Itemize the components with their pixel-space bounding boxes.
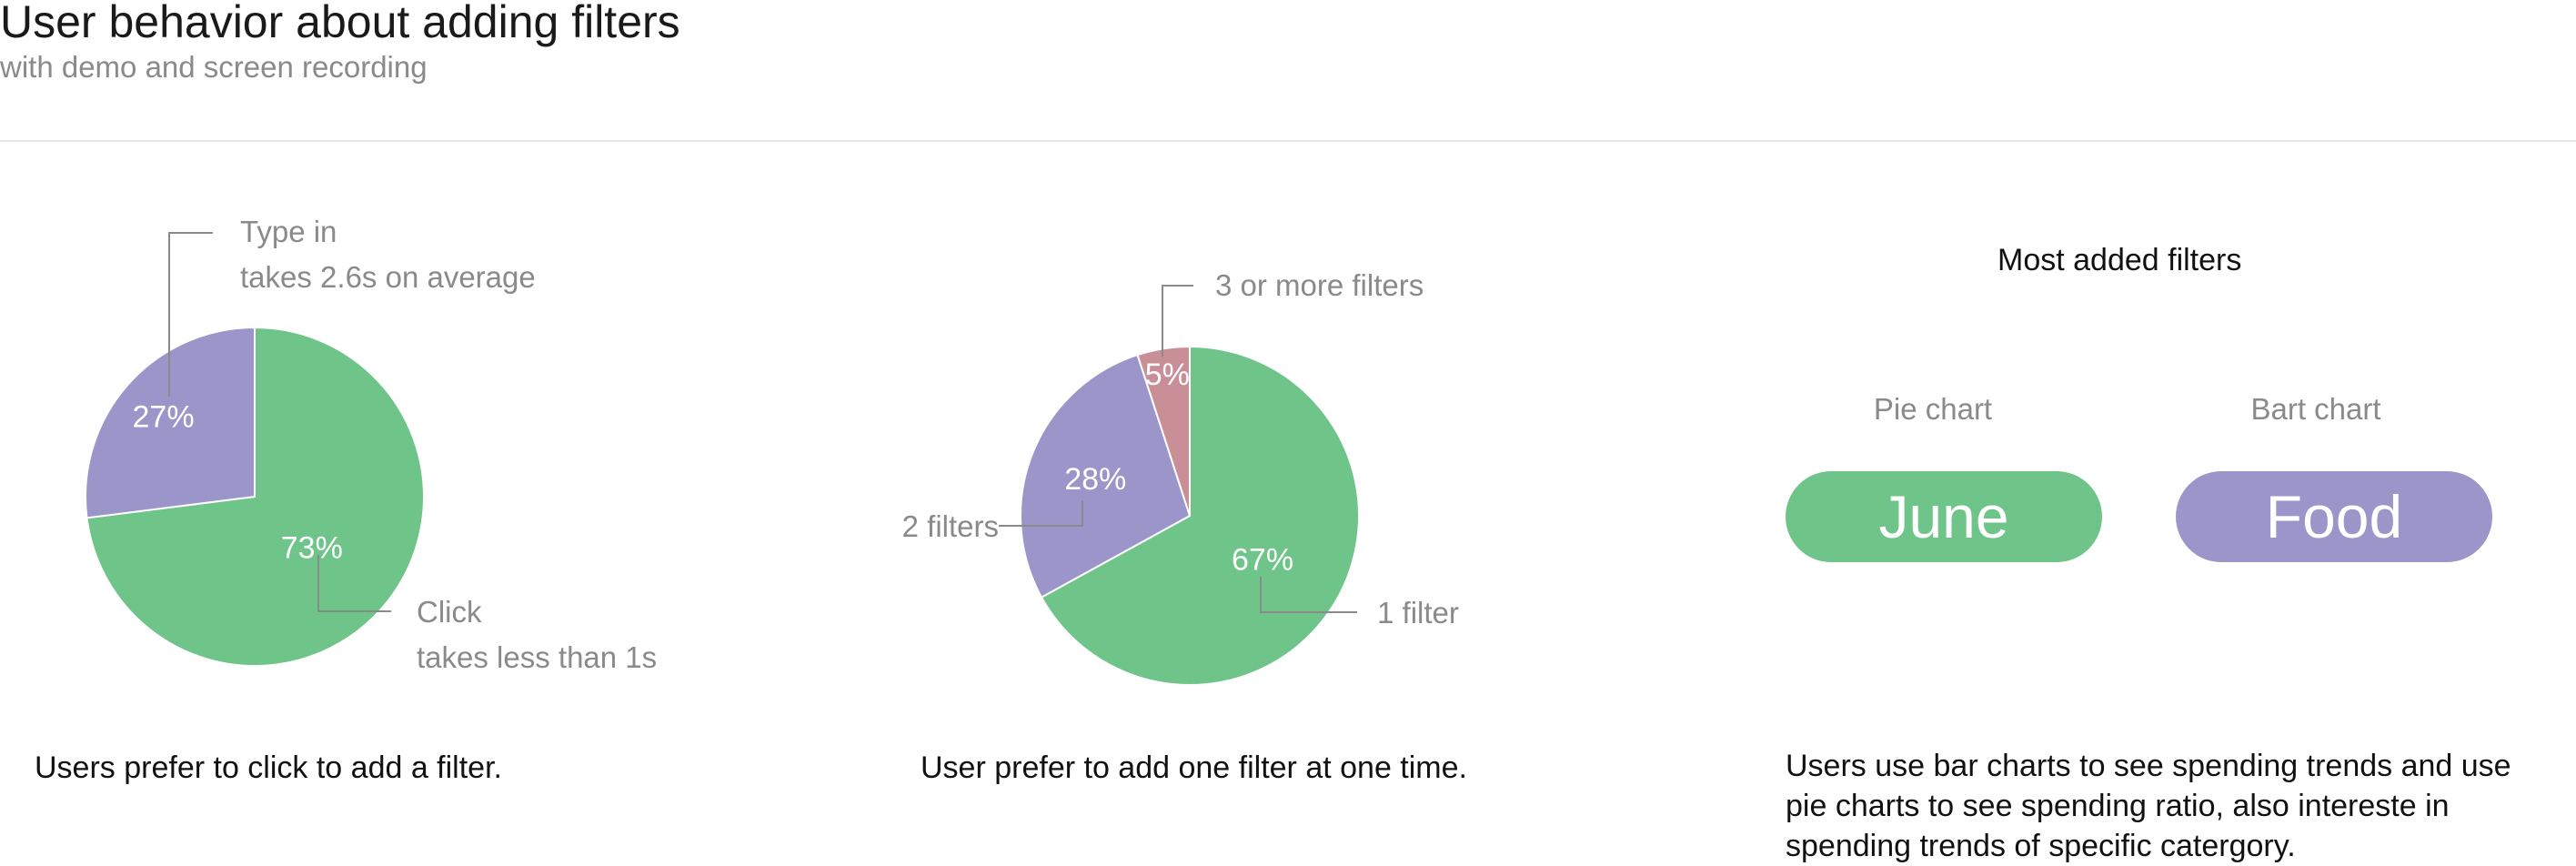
caption-filter-count: User prefer to add one filter at one tim…: [921, 750, 1467, 785]
pie-label-2-filters: 28%: [1064, 462, 1126, 497]
caption-most-added: Users use bar charts to see spending tre…: [1786, 749, 2511, 863]
pie-label-1-filter: 67%: [1232, 542, 1293, 577]
pie-label-3-or-more-filters: 5%: [1145, 357, 1190, 392]
column-label-bar-chart: Bart chart: [2250, 392, 2381, 426]
pie-label-click: 73%: [281, 530, 343, 565]
pie-slice-1-filter: [1040, 345, 1360, 686]
annotation-type-in-0: Type in: [240, 215, 337, 248]
filter-pill-food: Food: [2176, 471, 2492, 562]
annotation-click-0: Click: [417, 595, 482, 629]
annotation-2-filters-0: 2 filters: [902, 509, 999, 543]
pie-slice-type-in: [85, 326, 256, 519]
filter-pill-june: June: [1786, 471, 2102, 562]
leader-line-1-filter: [1260, 577, 1357, 613]
page-subtitle: with demo and screen recording: [0, 50, 428, 84]
annotation-1-filter-0: 1 filter: [1377, 596, 1459, 629]
most-added-heading: Most added filters: [1997, 243, 2242, 277]
header-divider: [0, 140, 2576, 142]
annotation-type-in-1: takes 2.6s on average: [240, 260, 536, 294]
leader-line-3-or-more-filters: [1162, 285, 1193, 357]
annotation-3-or-more-filters-0: 3 or more filters: [1215, 268, 1424, 302]
pie-label-type-in: 27%: [133, 399, 195, 434]
leader-line-click: [317, 555, 391, 612]
caption-input-method: Users prefer to click to add a filter.: [35, 750, 502, 785]
annotation-click-1: takes less than 1s: [417, 640, 657, 674]
page-title: User behavior about adding filters: [0, 0, 680, 47]
pie-slice-2-filters: [1020, 353, 1192, 599]
column-label-pie-chart: Pie chart: [1873, 392, 1993, 426]
leader-line-2-filters: [999, 500, 1083, 527]
leader-line-type-in: [168, 232, 213, 397]
